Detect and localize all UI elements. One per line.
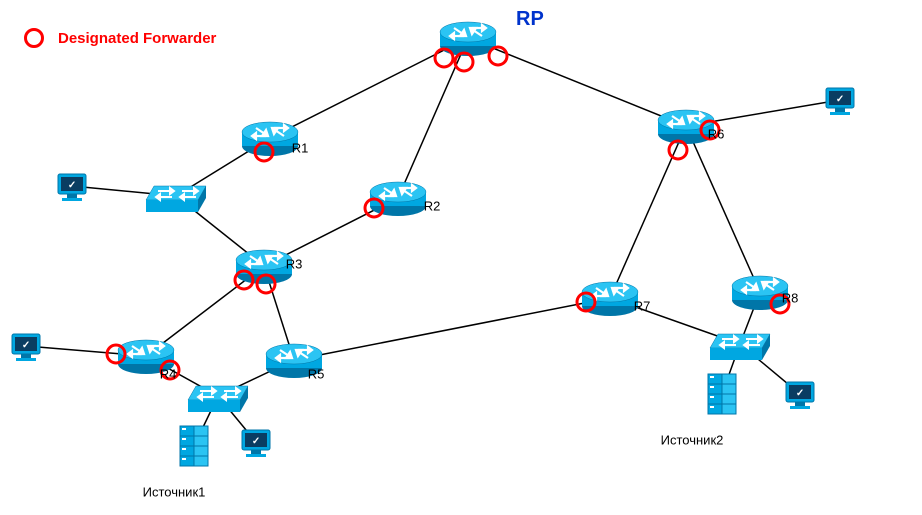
link bbox=[610, 126, 686, 298]
device-label: R6 bbox=[708, 127, 725, 142]
pc-icon bbox=[242, 430, 270, 457]
device-label: R7 bbox=[634, 299, 651, 314]
router-icon bbox=[732, 276, 788, 310]
device-label: Источник2 bbox=[661, 433, 724, 448]
device-label: R4 bbox=[160, 367, 177, 382]
topology-svg: ✓ bbox=[0, 0, 922, 515]
link bbox=[686, 126, 760, 292]
device-label: Источник1 bbox=[143, 485, 206, 500]
pc-icon bbox=[58, 174, 86, 201]
device-label: R1 bbox=[292, 141, 309, 156]
pc-icon bbox=[12, 334, 40, 361]
server-icon bbox=[708, 374, 736, 414]
device-label: R5 bbox=[308, 367, 325, 382]
diagram-canvas: Designated Forwarder RP bbox=[0, 0, 922, 515]
link bbox=[398, 38, 468, 198]
df-marker-icon bbox=[435, 49, 453, 67]
link bbox=[468, 38, 686, 126]
switch-icon bbox=[710, 334, 770, 360]
router-icon bbox=[242, 122, 298, 156]
switch-icon bbox=[146, 186, 206, 212]
pc-icon bbox=[786, 382, 814, 409]
device-label: R3 bbox=[286, 257, 303, 272]
switch-icon bbox=[188, 386, 248, 412]
link bbox=[294, 298, 610, 360]
router-icon bbox=[236, 250, 292, 284]
device-label: R8 bbox=[782, 291, 799, 306]
device-label: R2 bbox=[424, 199, 441, 214]
server-icon bbox=[180, 426, 208, 466]
pc-icon bbox=[826, 88, 854, 115]
